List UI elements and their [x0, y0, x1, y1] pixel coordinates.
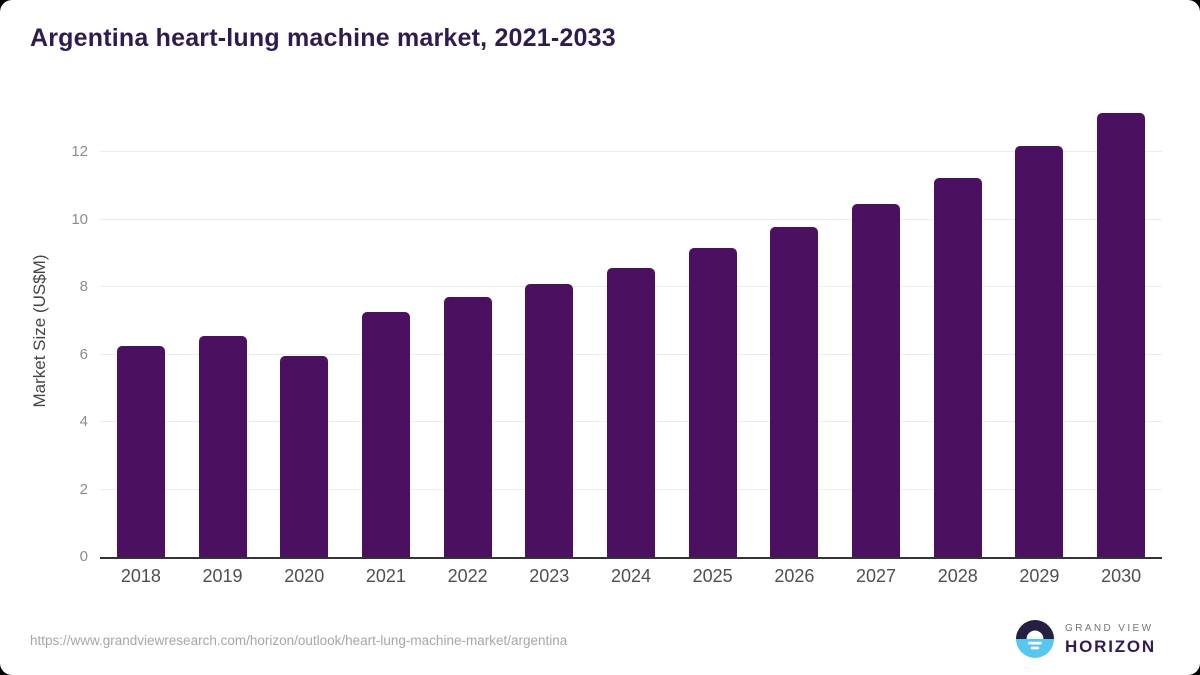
- x-tick-label-2022: 2022: [447, 566, 488, 586]
- bar-cell-2029: [999, 105, 1081, 557]
- bar-cell-2027: [835, 105, 917, 557]
- bar-2026: [770, 227, 819, 557]
- bar-cell-2019: [182, 105, 264, 557]
- bar-2018: [116, 346, 165, 557]
- y-tick-label-6: 6: [79, 345, 88, 363]
- x-tick-label-2024: 2024: [610, 566, 651, 586]
- bar-2029: [1015, 146, 1064, 557]
- bar-2021: [361, 312, 410, 557]
- y-tick-label-2: 2: [79, 480, 88, 498]
- x-tick-label-2020: 2020: [284, 566, 325, 586]
- sunrise-horizon-icon: [1016, 620, 1055, 658]
- bar-2027: [852, 204, 901, 557]
- bar-cell-2021: [345, 105, 427, 557]
- bar-cell-2024: [590, 105, 672, 557]
- bar-2020: [280, 356, 329, 557]
- bar-2022: [443, 297, 492, 557]
- bar-cell-2025: [672, 105, 754, 557]
- x-tick-label-2030: 2030: [1101, 566, 1142, 586]
- bar-2024: [606, 268, 655, 557]
- x-tick-label-2019: 2019: [202, 566, 243, 586]
- bar-2030: [1097, 113, 1146, 557]
- x-tick-label-2029: 2029: [1019, 566, 1060, 586]
- bar-cell-2028: [917, 105, 999, 557]
- bar-cell-2023: [508, 105, 590, 557]
- y-tick-label-12: 12: [71, 143, 88, 161]
- page-title: Argentina heart-lung machine market, 202…: [30, 24, 616, 52]
- brand-logo: GRAND VIEW HORIZON: [1016, 620, 1156, 658]
- y-tick-label-10: 10: [71, 210, 88, 228]
- plot-area: [100, 105, 1162, 559]
- x-tick-label-2026: 2026: [774, 566, 815, 586]
- x-tick-label-2021: 2021: [365, 566, 406, 586]
- x-axis-tick-labels: 2018 2019 2020 2021 2022 2023 2024 2025 2026 2027…: [100, 566, 1162, 587]
- x-tick-label-2028: 2028: [937, 566, 978, 586]
- gridline-10: [100, 218, 1162, 220]
- gridline-12: [100, 151, 1162, 153]
- bar-cell-2018: [100, 105, 182, 557]
- x-tick-label-2025: 2025: [692, 566, 733, 586]
- y-tick-label-4: 4: [79, 413, 88, 431]
- brand-name-bottom: HORIZON: [1065, 636, 1156, 656]
- bar-cell-2020: [263, 105, 345, 557]
- brand-name-top: GRAND VIEW: [1065, 622, 1154, 634]
- bar-cell-2022: [427, 105, 509, 557]
- bar-2025: [688, 248, 737, 557]
- source-url: https://www.grandviewresearch.com/horizo…: [30, 633, 568, 648]
- bar-cell-2030: [1080, 105, 1162, 557]
- x-tick-label-2027: 2027: [856, 566, 897, 586]
- y-tick-label-0: 0: [79, 548, 88, 565]
- y-axis-tick-labels: 0 2 4 6 8 10 12: [0, 105, 88, 565]
- bar-series: [100, 105, 1162, 557]
- bar-cell-2026: [754, 105, 836, 557]
- x-tick-label-2023: 2023: [529, 566, 570, 586]
- brand-wordmark: GRAND VIEW HORIZON: [1065, 622, 1156, 656]
- bar-2023: [525, 284, 574, 557]
- bar-2028: [933, 178, 982, 557]
- y-tick-label-8: 8: [79, 278, 88, 296]
- bar-2019: [198, 336, 247, 557]
- x-tick-label-2018: 2018: [120, 566, 161, 586]
